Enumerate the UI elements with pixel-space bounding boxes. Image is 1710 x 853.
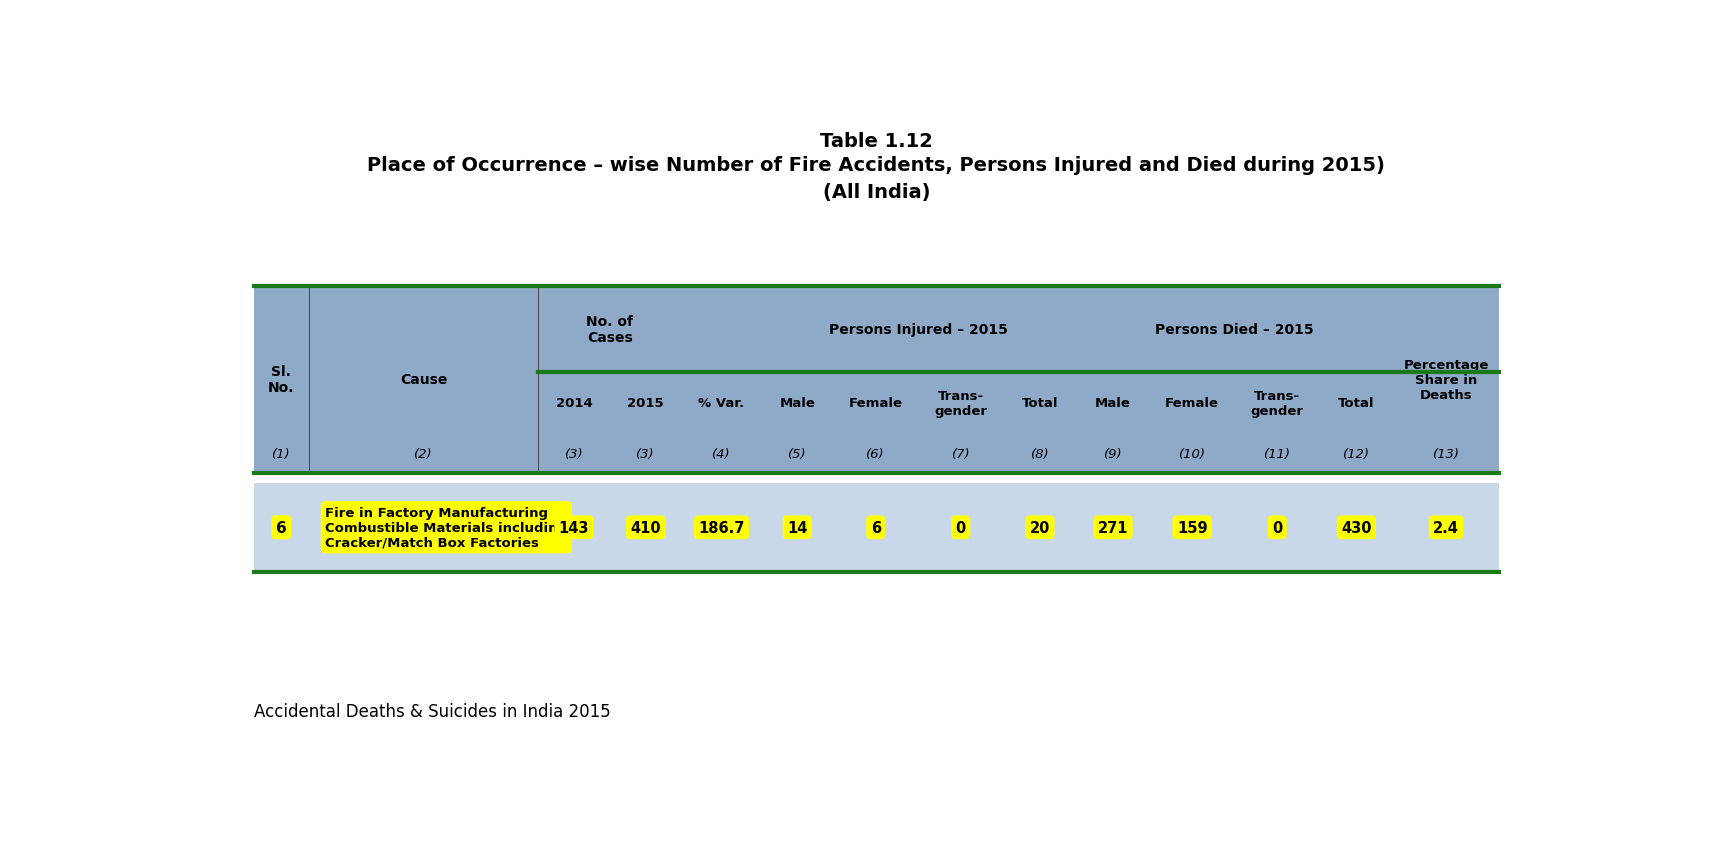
Text: Percentage
Share in
Deaths: Percentage Share in Deaths [1404,358,1489,402]
Text: Female: Female [848,397,903,409]
Text: 410: 410 [631,520,662,535]
Text: (9): (9) [1103,447,1122,461]
Text: (3): (3) [636,447,655,461]
Text: 6: 6 [870,520,881,535]
Text: 2014: 2014 [556,397,592,409]
Text: 0: 0 [956,520,966,535]
Text: Total: Total [1337,397,1375,409]
Text: Male: Male [1094,397,1130,409]
Text: Female: Female [1165,397,1219,409]
Text: (11): (11) [1264,447,1291,461]
Text: (6): (6) [867,447,886,461]
Text: Persons Died – 2015: Persons Died – 2015 [1156,322,1313,336]
Text: Persons Injured – 2015: Persons Injured – 2015 [829,322,1009,336]
Text: Male: Male [780,397,816,409]
Text: 159: 159 [1176,520,1207,535]
Text: (12): (12) [1342,447,1370,461]
Text: Sl.
No.: Sl. No. [268,365,294,395]
Text: Accidental Deaths & Suicides in India 2015: Accidental Deaths & Suicides in India 20… [253,702,610,720]
Text: (2): (2) [414,447,433,461]
Text: 271: 271 [1098,520,1129,535]
Text: Trans-
gender: Trans- gender [1250,389,1303,417]
Text: Cause: Cause [400,373,448,387]
Text: Place of Occurrence – wise Number of Fire Accidents, Persons Injured and Died du: Place of Occurrence – wise Number of Fir… [368,156,1385,175]
Bar [253,287,1500,473]
Text: 430: 430 [1341,520,1371,535]
Text: (8): (8) [1031,447,1050,461]
Text: (1): (1) [272,447,291,461]
Text: (7): (7) [951,447,970,461]
Text: 143: 143 [559,520,590,535]
Text: (13): (13) [1433,447,1460,461]
Text: Trans-
gender: Trans- gender [934,389,987,417]
Text: 186.7: 186.7 [698,520,744,535]
Text: (3): (3) [564,447,583,461]
Bar [253,484,1500,572]
Text: 2015: 2015 [628,397,663,409]
Text: 6: 6 [275,520,287,535]
Text: (5): (5) [788,447,807,461]
Text: % Var.: % Var. [698,397,744,409]
Text: 20: 20 [1029,520,1050,535]
Text: Total: Total [1021,397,1058,409]
Text: 2.4: 2.4 [1433,520,1459,535]
Text: 14: 14 [787,520,807,535]
Text: 0: 0 [1272,520,1282,535]
Text: Table 1.12: Table 1.12 [819,132,934,151]
Text: Fire in Factory Manufacturing
Combustible Materials including
Cracker/Match Box : Fire in Factory Manufacturing Combustibl… [325,506,568,549]
Text: No. of
Cases: No. of Cases [587,314,633,345]
Text: (10): (10) [1178,447,1206,461]
Text: (4): (4) [711,447,730,461]
Text: (All India): (All India) [823,183,930,201]
